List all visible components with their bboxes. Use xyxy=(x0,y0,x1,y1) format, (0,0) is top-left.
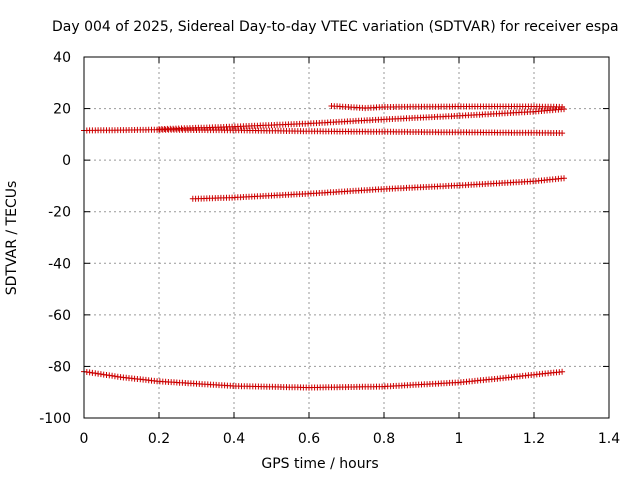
x-tick-label: 0.2 xyxy=(148,431,170,447)
y-tick-label: -60 xyxy=(48,308,71,324)
y-tick-label: 0 xyxy=(62,153,71,169)
y-tick-label: 40 xyxy=(53,50,71,66)
x-tick-label: 0.4 xyxy=(223,431,245,447)
x-tick-label: 0.6 xyxy=(298,431,320,447)
series-track-b xyxy=(156,106,567,133)
series-track-a xyxy=(81,126,566,137)
x-tick-label: 0 xyxy=(80,431,89,447)
y-axis-label: SDTVAR / TECUs xyxy=(4,180,20,296)
y-tick-label: -100 xyxy=(39,411,71,427)
series-markers xyxy=(81,126,566,137)
data-series xyxy=(81,103,567,391)
x-tick-label: 1.2 xyxy=(523,431,545,447)
x-tick-label: 1 xyxy=(455,431,464,447)
x-axis-label: GPS time / hours xyxy=(261,456,379,472)
chart-title: Day 004 of 2025, Sidereal Day-to-day VTE… xyxy=(52,19,619,35)
axis-ticks: 0 0.2 0.4 0.6 0.8 1 1.2 1.4 -100 -80 -60 -40 -20 0 20 4… xyxy=(39,50,620,447)
series-markers xyxy=(156,106,567,133)
series-markers xyxy=(81,368,566,391)
y-tick-label: -40 xyxy=(48,256,71,272)
x-tick-label: 1.4 xyxy=(598,431,620,447)
y-tick-label: 20 xyxy=(53,102,71,118)
plot-frame xyxy=(83,56,610,419)
y-tick-label: -20 xyxy=(48,205,71,221)
x-tick-label: 0.8 xyxy=(373,431,395,447)
series-track-e xyxy=(81,368,566,391)
series-markers xyxy=(328,103,566,112)
y-tick-label: -80 xyxy=(48,359,71,375)
series-track-c xyxy=(328,103,566,112)
series-track-d xyxy=(189,175,567,202)
series-markers xyxy=(189,175,567,202)
